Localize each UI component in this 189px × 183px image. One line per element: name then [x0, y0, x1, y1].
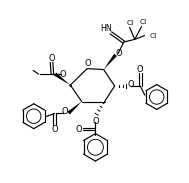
- Text: O: O: [59, 70, 66, 79]
- Text: O: O: [48, 54, 55, 63]
- Text: O: O: [61, 107, 68, 116]
- Polygon shape: [67, 102, 82, 115]
- Text: O: O: [85, 59, 91, 68]
- Text: O: O: [128, 80, 134, 89]
- Polygon shape: [104, 54, 117, 70]
- Text: O: O: [76, 124, 82, 134]
- Text: Cl: Cl: [127, 20, 134, 26]
- Text: O: O: [115, 48, 122, 58]
- Text: Cl: Cl: [149, 33, 157, 39]
- Text: O: O: [51, 125, 58, 134]
- Polygon shape: [54, 73, 70, 85]
- Text: HN: HN: [101, 24, 112, 33]
- Text: O: O: [92, 117, 99, 126]
- Text: Cl: Cl: [140, 19, 147, 25]
- Text: O: O: [137, 65, 144, 74]
